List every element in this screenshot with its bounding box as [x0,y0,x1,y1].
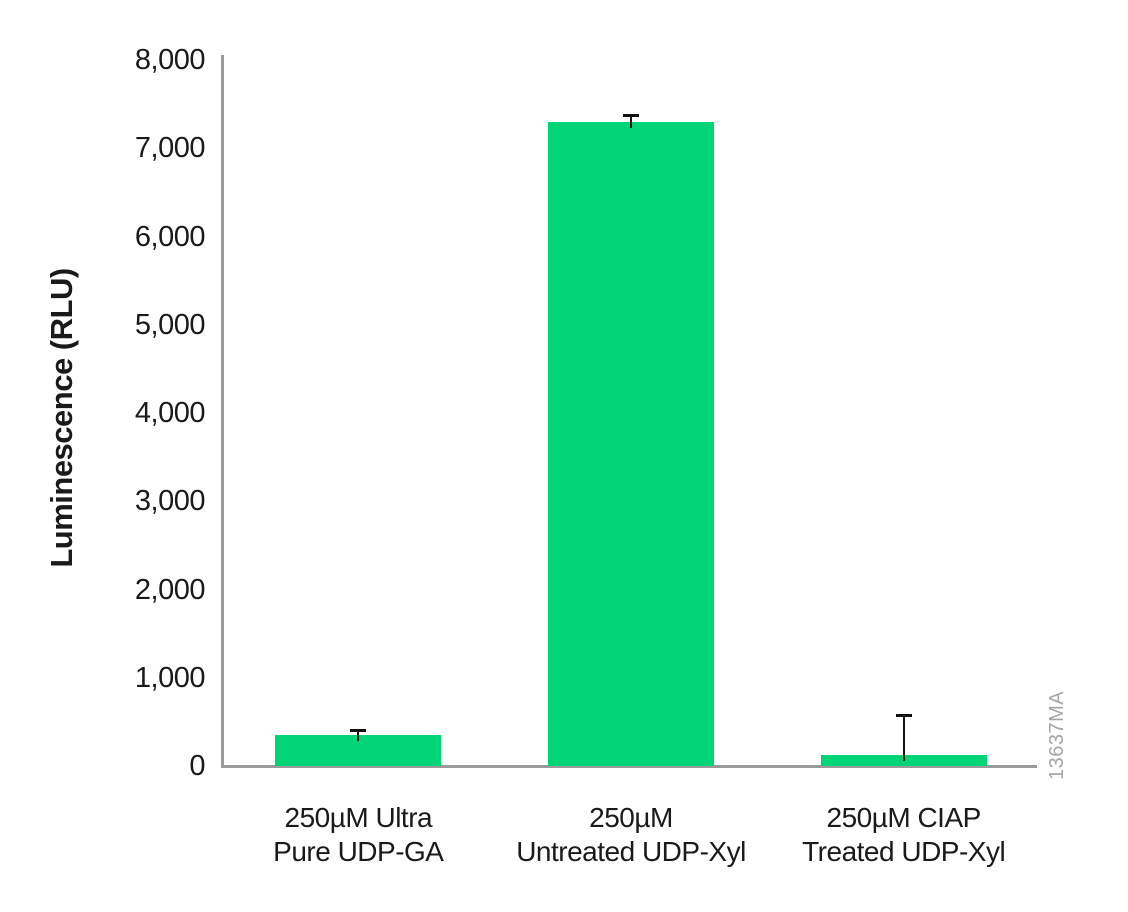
y-axis-title: Luminescence (RLU) [44,268,79,568]
y-tick-label: 5,000 [134,308,206,341]
x-category-label: 250µM CIAP Treated UDP-Xyl [802,802,1006,867]
x-category-label: 250µM Untreated UDP-Xyl [516,802,746,867]
error-bar-cap [623,113,639,117]
y-tick-label: 6,000 [134,220,206,253]
error-bar-cap [350,728,367,732]
y-tick-label: 0 [189,750,205,782]
y-tick-label: 7,000 [134,132,206,165]
error-bar-stem [630,114,632,128]
error-bar-stem [902,714,905,762]
y-tick-label: 3,000 [134,485,206,518]
plot-area [221,55,1037,768]
figure-id-watermark: 13637MA [1046,690,1068,780]
y-tick-label: 2,000 [134,573,206,606]
y-tick-label: 4,000 [134,397,206,429]
error-bar-cap [895,713,912,717]
bar [548,121,714,766]
y-tick-label: 8,000 [134,44,206,76]
y-tick-label: 1,000 [134,661,206,694]
x-category-label: 250µM Ultra Pure UDP-GA [273,802,444,867]
error-bar-stem [357,729,360,742]
